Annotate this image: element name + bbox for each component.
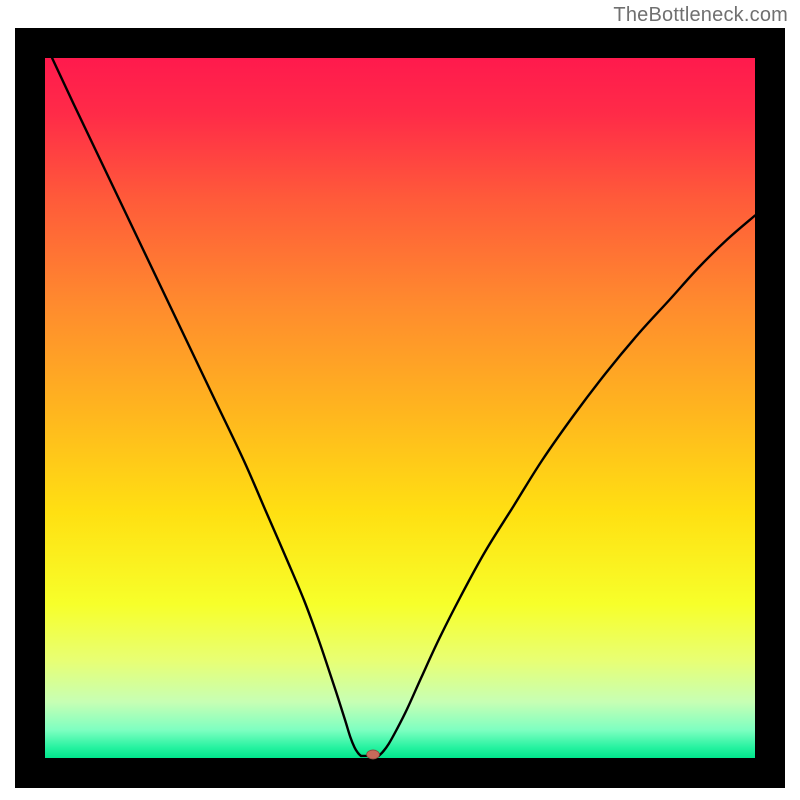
- chart-svg: [15, 28, 785, 788]
- watermark-text: TheBottleneck.com: [613, 4, 788, 27]
- bottleneck-chart: [15, 28, 785, 788]
